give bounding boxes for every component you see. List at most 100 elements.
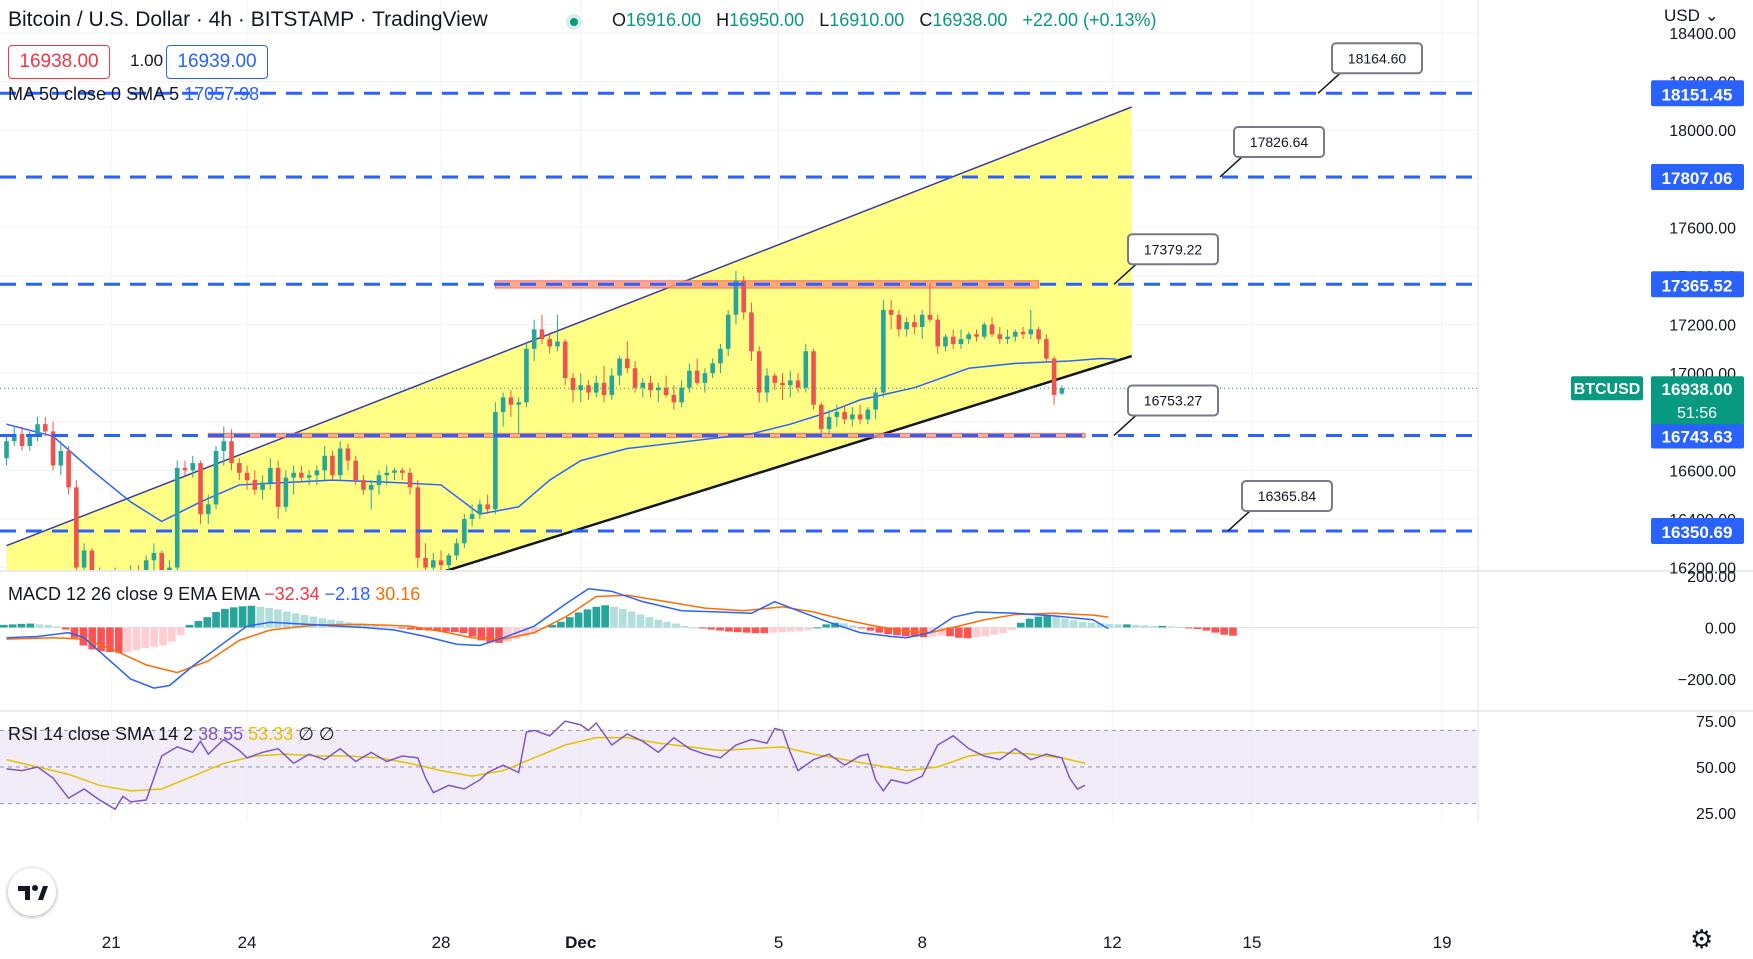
ohlc-change: +22.00 (+0.13%)	[1022, 10, 1157, 30]
macd-histogram-bar	[1052, 616, 1060, 628]
candle-body	[857, 414, 863, 420]
candle-body	[989, 324, 995, 335]
candle-body	[306, 475, 312, 478]
candle-body	[787, 380, 793, 386]
macd-histogram-bar	[114, 627, 123, 653]
y-tick-label: 18400.00	[1669, 26, 1736, 43]
candle-body	[524, 348, 529, 403]
callout-label: 16753.27	[1144, 392, 1203, 408]
x-tick-label: Dec	[565, 933, 596, 952]
ohlc-low-value: 16910.00	[829, 10, 905, 30]
ohlc-low-key: L	[819, 10, 830, 30]
macd-histogram-bar	[716, 627, 724, 631]
candle-body	[159, 552, 164, 570]
candle-body	[1013, 331, 1018, 337]
ohlc-legend: O16916.00 H16950.00 L16910.00 C16938.00 …	[612, 10, 1167, 31]
macd-histogram-bar	[778, 627, 786, 633]
macd-histogram-bar	[265, 607, 273, 628]
level-axis-label: 18151.45	[1662, 85, 1733, 104]
macd-histogram-bar	[212, 611, 220, 628]
price-callout: 16753.27	[1113, 384, 1219, 436]
macd-histogram-bar	[406, 627, 415, 630]
candle-body	[229, 441, 234, 464]
candle-body	[1028, 329, 1034, 335]
macd-histogram-bar	[53, 626, 61, 628]
candle-body	[648, 382, 653, 391]
symbol-badge	[1571, 376, 1643, 401]
candle-body	[617, 358, 622, 376]
macd-histogram-bar	[574, 612, 583, 628]
macd-histogram-bar	[1114, 624, 1122, 628]
candle-body	[842, 412, 847, 420]
candle-body	[904, 322, 909, 330]
macd-histogram-bar	[557, 621, 565, 628]
y-tick-label: 18000.00	[1669, 123, 1736, 140]
macd-histogram-bar	[150, 627, 158, 647]
quantity-field[interactable]: 1.00	[120, 45, 174, 77]
candle-body	[431, 560, 436, 568]
rsi-y-tick-label: 75.00	[1696, 714, 1736, 731]
callout-pointer	[1219, 156, 1243, 178]
candle-body	[221, 441, 227, 451]
candle-body	[562, 341, 568, 378]
candle-body	[927, 314, 933, 320]
candle-body	[81, 550, 87, 568]
x-tick-label: 15	[1243, 933, 1262, 952]
candle-body	[268, 467, 273, 483]
callout-pointer	[1227, 510, 1251, 532]
candle-body	[958, 339, 964, 344]
buy-button[interactable]: 16939.00	[166, 45, 268, 79]
callout-label: 18164.60	[1348, 50, 1407, 66]
candle-body	[4, 441, 9, 459]
callout-box	[1127, 384, 1219, 417]
currency-selector[interactable]: USD ⌄	[1664, 6, 1719, 26]
candle-body	[935, 319, 940, 347]
ohlc-open-value: 16916.00	[626, 10, 702, 30]
candle-body	[167, 567, 172, 570]
macd-histogram-bar	[495, 627, 503, 643]
macd-histogram-bar	[1016, 622, 1025, 628]
channel-fill	[6, 106, 1132, 570]
candle-body	[865, 409, 871, 420]
macd-histogram-bar	[565, 617, 574, 628]
candle-body	[974, 334, 979, 337]
tradingview-logo-icon[interactable]	[8, 868, 56, 916]
candle-body	[888, 309, 894, 315]
macd-histogram-bar	[0, 624, 8, 628]
macd-histogram-bar	[185, 624, 194, 628]
candle-body	[252, 480, 258, 490]
macd-histogram-bar	[1025, 618, 1034, 628]
candle-body	[702, 373, 708, 383]
macd-histogram-bar	[672, 623, 680, 628]
macd-histogram-bar	[521, 627, 530, 637]
macd-histogram-bar	[256, 606, 265, 628]
macd-histogram-bar	[450, 627, 459, 633]
level-axis-badge	[1651, 271, 1744, 298]
y-tick-label: 17600.00	[1669, 220, 1736, 237]
macd-histogram-bar	[884, 627, 892, 635]
sell-button[interactable]: 16938.00	[8, 45, 110, 79]
settings-gear-icon[interactable]: ⚙	[1690, 924, 1714, 954]
macd-histogram-bar	[636, 614, 645, 628]
macd-histogram-bar	[459, 627, 468, 634]
macd-histogram-bar	[168, 627, 176, 642]
candle-body	[353, 460, 358, 481]
macd-histogram-bar	[468, 627, 477, 637]
candle-body	[27, 436, 33, 447]
candle-body	[244, 472, 250, 481]
macd-histogram-bar	[548, 624, 556, 628]
candle-body	[826, 416, 832, 430]
y-tick-label: 17200.00	[1669, 318, 1736, 335]
x-tick-label: 24	[238, 933, 257, 952]
macd-histogram-bar	[795, 627, 804, 632]
callout-label: 17379.22	[1144, 241, 1203, 257]
macd-histogram-bar	[8, 624, 17, 628]
last-price-badge	[1651, 376, 1744, 425]
macd-histogram-bar	[159, 627, 167, 646]
macd-histogram-bar	[1220, 627, 1228, 635]
candle-body	[446, 555, 452, 566]
callout-label: 17826.64	[1250, 134, 1309, 150]
y-tick-label: 16600.00	[1669, 463, 1736, 480]
macd-histogram-bar	[787, 627, 795, 632]
